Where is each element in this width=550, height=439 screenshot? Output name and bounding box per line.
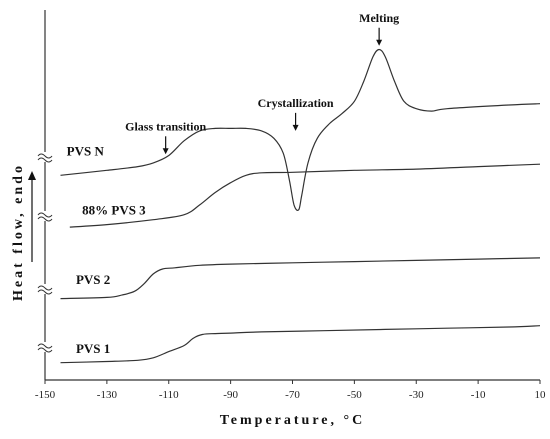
axis-break-mark — [37, 285, 53, 291]
series-curve — [60, 257, 541, 300]
annotation-arrowhead — [292, 124, 299, 131]
y-axis-arrowhead — [28, 171, 36, 180]
axis-break-gap — [39, 342, 51, 352]
series-curve — [69, 163, 541, 228]
axis-break-mark — [37, 343, 53, 349]
axis-break-gap — [39, 152, 51, 162]
axis-break-mark — [37, 157, 53, 163]
axis-break-gap — [39, 211, 51, 221]
annotation-label: Glass transition — [125, 119, 206, 133]
axis-break-mark — [37, 216, 53, 222]
axis-break-mark — [37, 153, 53, 159]
x-tick-label: -150 — [35, 389, 56, 401]
series-label: PVS N — [67, 144, 105, 159]
y-axis-title-group: Heat flow, endo — [11, 163, 36, 301]
x-tick-label: -50 — [347, 389, 362, 401]
x-ticks: -150 -130 -110 -90 -70 -50 -30 -10 10 — [35, 380, 546, 401]
x-tick-label: -30 — [409, 389, 424, 401]
annotation-arrowhead — [162, 148, 169, 155]
series-curve — [60, 48, 541, 211]
y-axis-title: Heat flow, endo — [11, 163, 26, 301]
series-label: PVS 2 — [76, 272, 110, 287]
axis-break-mark — [37, 347, 53, 353]
x-tick-label: 10 — [535, 389, 547, 401]
annotation-arrowhead — [376, 39, 383, 46]
x-tick-label: -10 — [471, 389, 486, 401]
annotation-label: Melting — [359, 11, 399, 25]
x-tick-label: -70 — [285, 389, 300, 401]
axis-break-gap — [39, 284, 51, 294]
x-tick-label: -90 — [223, 389, 238, 401]
axis-break-mark — [37, 289, 53, 295]
annotations: Glass transition Crystallization Melting — [125, 11, 399, 155]
x-tick-label: -130 — [97, 389, 118, 401]
series-label: 88% PVS 3 — [82, 203, 146, 218]
axis-break-marks — [37, 152, 53, 353]
series-labels: PVS N 88% PVS 3 PVS 2 PVS 1 — [67, 144, 147, 356]
series-label: PVS 1 — [76, 341, 110, 356]
x-tick-label: -110 — [159, 389, 179, 401]
series-curves — [60, 48, 541, 364]
annotation-label: Crystallization — [258, 96, 334, 110]
axis-break-mark — [37, 212, 53, 218]
series-curve — [60, 325, 541, 364]
x-axis-title: Temperature, °C — [220, 413, 365, 428]
